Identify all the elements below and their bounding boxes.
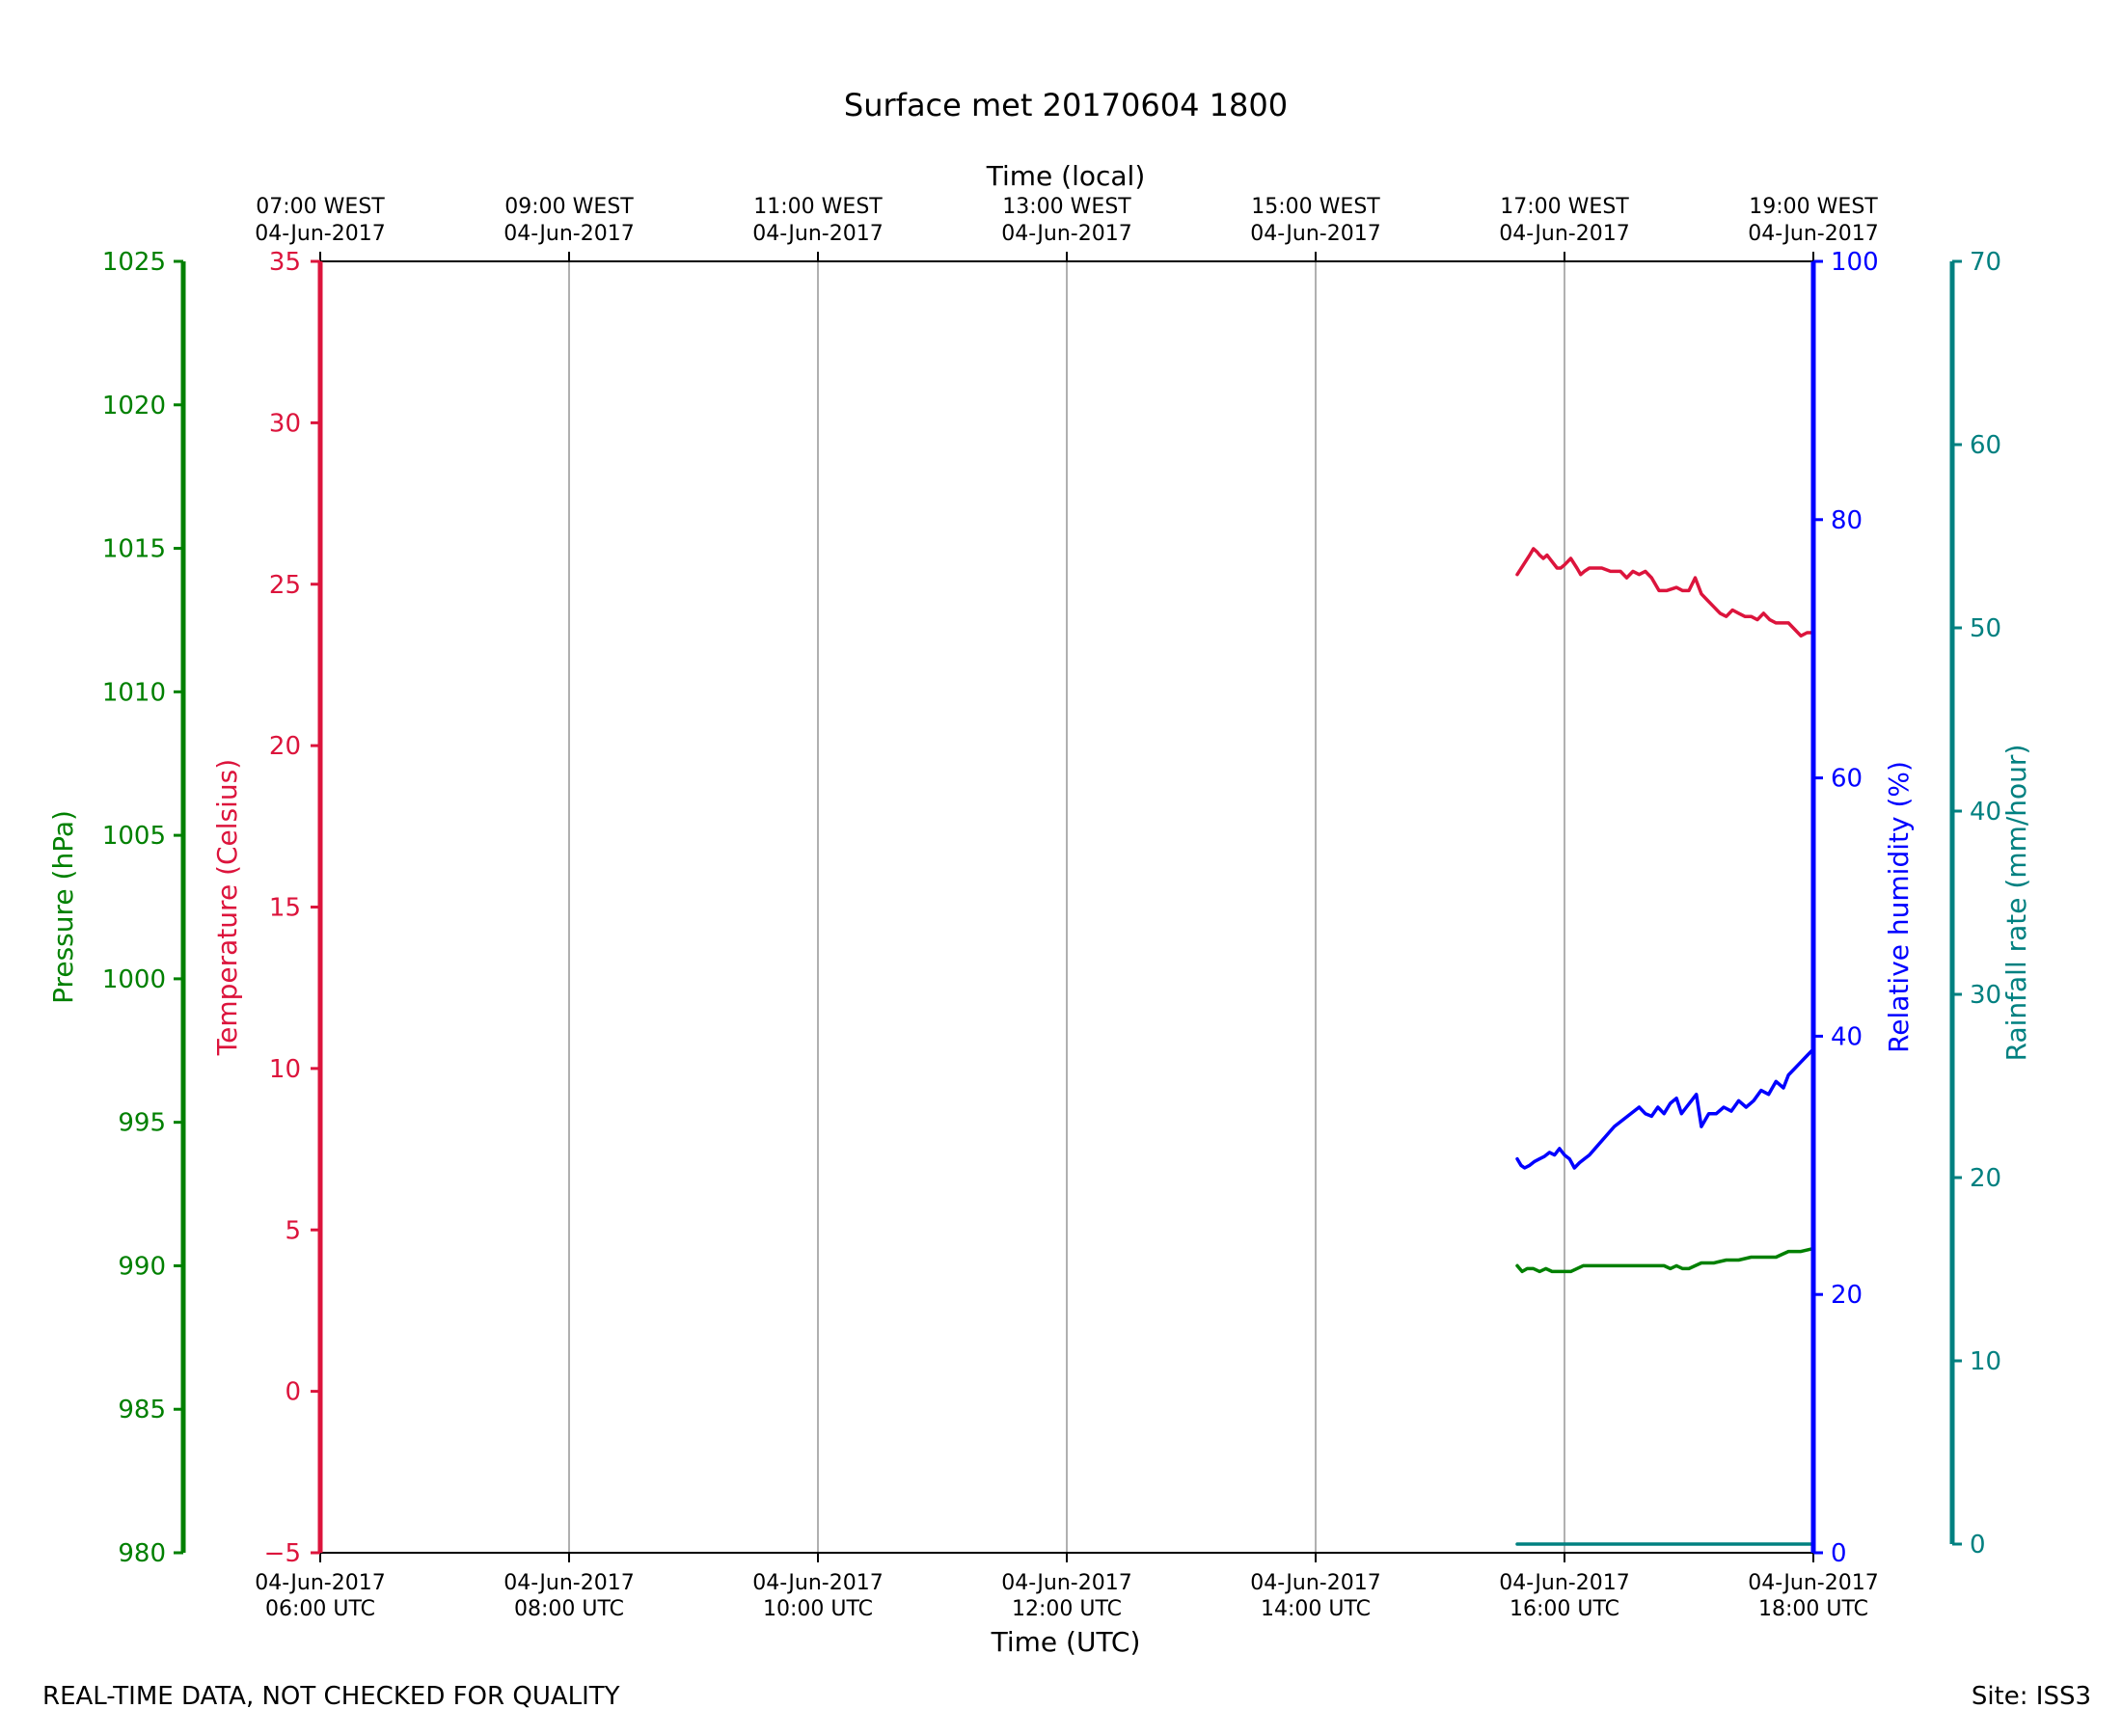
top-axis-title: Time (local) <box>986 160 1146 192</box>
humidity-tick-label: 20 <box>1831 1281 1863 1310</box>
temperature-tick-label: 5 <box>285 1216 301 1245</box>
pressure-tick-label: 985 <box>118 1396 166 1424</box>
x-tick-label-bottom-date: 04-Jun-2017 <box>255 1571 385 1595</box>
rainfall-tick-label: 30 <box>1970 981 2001 1010</box>
pressure-tick-label: 1025 <box>102 248 166 277</box>
pressure-tick-label: 1005 <box>102 822 166 851</box>
humidity-tick-label: 100 <box>1831 248 1879 277</box>
x-tick-label-top-time: 07:00 WEST <box>256 195 385 219</box>
humidity-tick-label: 40 <box>1831 1022 1863 1051</box>
x-tick-label-bottom-date: 04-Jun-2017 <box>503 1571 634 1595</box>
x-tick-label-top-date: 04-Jun-2017 <box>1250 222 1380 246</box>
x-tick-label-bottom-time: 14:00 UTC <box>1261 1597 1371 1621</box>
x-tick-label-top-date: 04-Jun-2017 <box>1001 222 1131 246</box>
chart-title: Surface met 20170604 1800 <box>844 87 1288 123</box>
pressure-tick-label: 1020 <box>102 392 166 420</box>
pressure-axis-title: Pressure (hPa) <box>47 810 79 1004</box>
x-tick-label-bottom-time: 18:00 UTC <box>1758 1597 1868 1621</box>
x-tick-label-bottom-date: 04-Jun-2017 <box>752 1571 883 1595</box>
temperature-series-line <box>1515 547 1815 638</box>
data-series <box>1515 547 1815 1546</box>
quality-disclaimer: REAL-TIME DATA, NOT CHECKED FOR QUALITY <box>42 1682 620 1711</box>
x-tick-label-top-time: 17:00 WEST <box>1500 195 1629 219</box>
humidity-tick-label: 0 <box>1831 1539 1847 1568</box>
x-tick-label-bottom-date: 04-Jun-2017 <box>1499 1571 1629 1595</box>
pressure-tick-label: 1010 <box>102 678 166 707</box>
x-tick-label-bottom-time: 06:00 UTC <box>265 1597 375 1621</box>
temperature-axis-title: Temperature (Celsius) <box>211 759 243 1056</box>
pressure-tick-label: 990 <box>118 1252 166 1281</box>
temperature-tick-label: 25 <box>269 571 301 600</box>
temperature-tick-label: 15 <box>269 894 301 923</box>
x-tick-label-bottom-time: 08:00 UTC <box>514 1597 624 1621</box>
pressure-tick-label: 995 <box>118 1109 166 1138</box>
temperature-tick-label: 30 <box>269 409 301 438</box>
rainfall-tick-label: 10 <box>1970 1347 2001 1376</box>
rainfall-tick-label: 40 <box>1970 798 2001 827</box>
temperature-tick-label: 0 <box>285 1378 301 1407</box>
x-tick-label-top-time: 15:00 WEST <box>1251 195 1380 219</box>
x-tick-label-bottom-time: 12:00 UTC <box>1012 1597 1122 1621</box>
x-tick-label-bottom-date: 04-Jun-2017 <box>1250 1571 1380 1595</box>
temperature-tick-label: 35 <box>269 248 301 277</box>
pressure-tick-label: 980 <box>118 1539 166 1568</box>
rainfall-tick-label: 0 <box>1970 1531 1986 1560</box>
x-tick-label-top-time: 11:00 WEST <box>753 195 883 219</box>
vertical-gridlines <box>319 261 1814 1553</box>
bottom-axis-title: Time (UTC) <box>991 1626 1141 1658</box>
rainfall-axis-title: Rainfall rate (mm/hour) <box>2000 745 2032 1062</box>
x-tick-label-bottom-date: 04-Jun-2017 <box>1001 1571 1131 1595</box>
x-tick-label-top-date: 04-Jun-2017 <box>255 222 385 246</box>
humidity-tick-label: 80 <box>1831 506 1863 535</box>
x-tick-label-top-time: 13:00 WEST <box>1002 195 1131 219</box>
x-tick-label-bottom-time: 16:00 UTC <box>1510 1597 1619 1621</box>
x-tick-label-top-date: 04-Jun-2017 <box>503 222 634 246</box>
humidity-tick-label: 60 <box>1831 765 1863 794</box>
x-tick-label-top-date: 04-Jun-2017 <box>1748 222 1878 246</box>
rainfall-tick-label: 70 <box>1970 248 2001 277</box>
x-tick-label-bottom-time: 10:00 UTC <box>763 1597 873 1621</box>
humidity-axis-title: Relative humidity (%) <box>1883 761 1915 1053</box>
site-label: Site: ISS3 <box>1971 1682 2091 1711</box>
pressure-series-line <box>1515 1246 1815 1274</box>
temperature-tick-label: 20 <box>269 732 301 761</box>
rainfall-tick-label: 20 <box>1970 1164 2001 1193</box>
x-tick-label-top-time: 19:00 WEST <box>1749 195 1878 219</box>
humidity-series-line <box>1515 1047 1815 1170</box>
x-tick-label-bottom-date: 04-Jun-2017 <box>1748 1571 1878 1595</box>
temperature-tick-label: 10 <box>269 1055 301 1084</box>
pressure-tick-label: 1015 <box>102 535 166 564</box>
x-tick-label-top-time: 09:00 WEST <box>504 195 634 219</box>
pressure-tick-label: 1000 <box>102 965 166 994</box>
rainfall-tick-label: 60 <box>1970 431 2001 460</box>
temperature-tick-label: −5 <box>264 1539 301 1568</box>
rainfall-tick-label: 50 <box>1970 614 2001 643</box>
x-tick-label-top-date: 04-Jun-2017 <box>752 222 883 246</box>
x-tick-label-top-date: 04-Jun-2017 <box>1499 222 1629 246</box>
